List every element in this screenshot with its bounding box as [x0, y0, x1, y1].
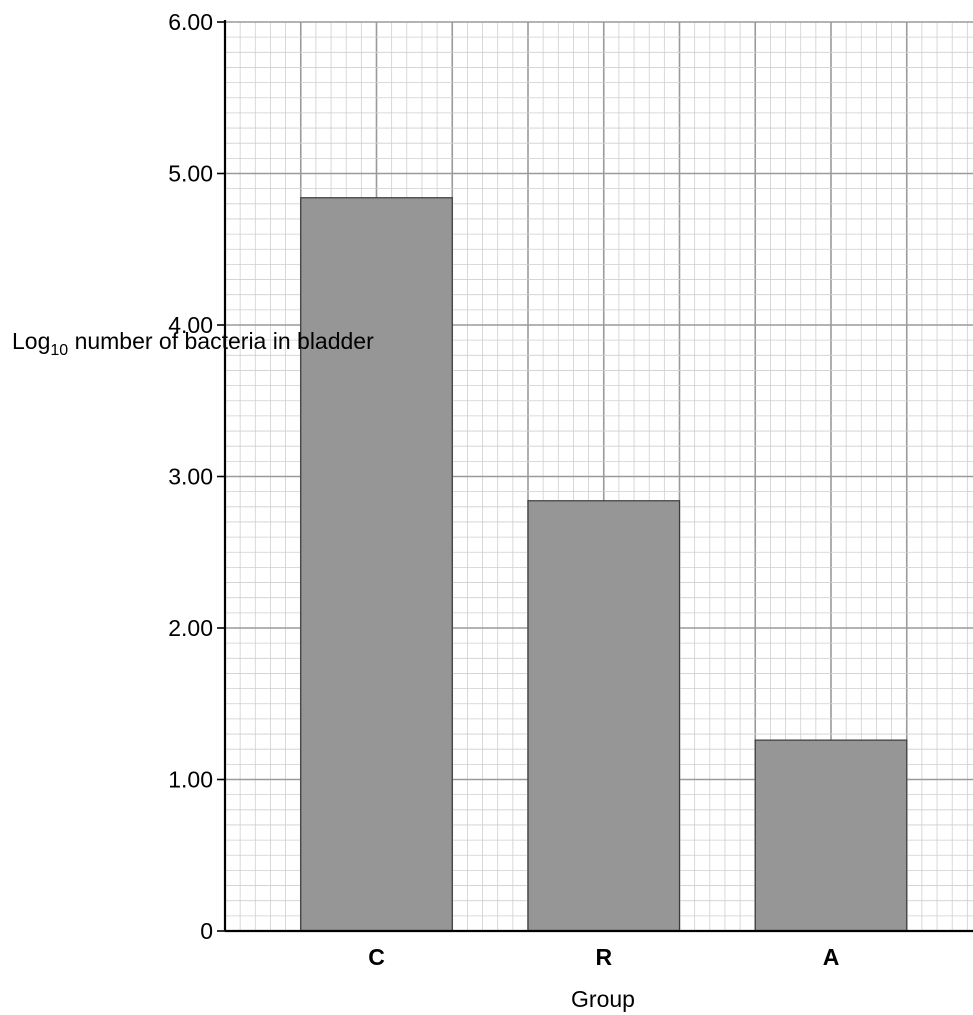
y-axis-label-line: number of — [74, 328, 179, 354]
x-tick-label: R — [595, 944, 612, 970]
x-tick-label: A — [823, 944, 840, 970]
y-axis-label-line: bacteria in — [184, 328, 291, 354]
y-tick-label: 4.00 — [168, 312, 213, 338]
y-axis-label-line: bladder — [297, 328, 374, 354]
chart-axes — [217, 20, 973, 933]
bar-c — [300, 197, 453, 932]
y-axis-label-subscript: 10 — [50, 342, 69, 359]
y-tick-label: 1.00 — [168, 767, 213, 793]
y-tick-label: 5.00 — [168, 161, 213, 187]
bar-r — [527, 500, 681, 932]
y-axis-label-base: Log — [12, 328, 51, 354]
y-tick-label: 2.00 — [168, 615, 213, 641]
y-tick-label: 6.00 — [168, 9, 213, 35]
x-tick-label: C — [368, 944, 385, 970]
y-tick-labels: 0 1.00 2.00 3.00 4.00 5.00 6.00 — [168, 9, 213, 944]
y-axis-label: Log10 number of bacteria in bladder — [12, 326, 374, 360]
bar-a — [754, 739, 908, 932]
y-tick-label: 3.00 — [168, 464, 213, 490]
y-tick-label: 0 — [200, 918, 213, 944]
x-axis-label: Group — [571, 986, 635, 1012]
